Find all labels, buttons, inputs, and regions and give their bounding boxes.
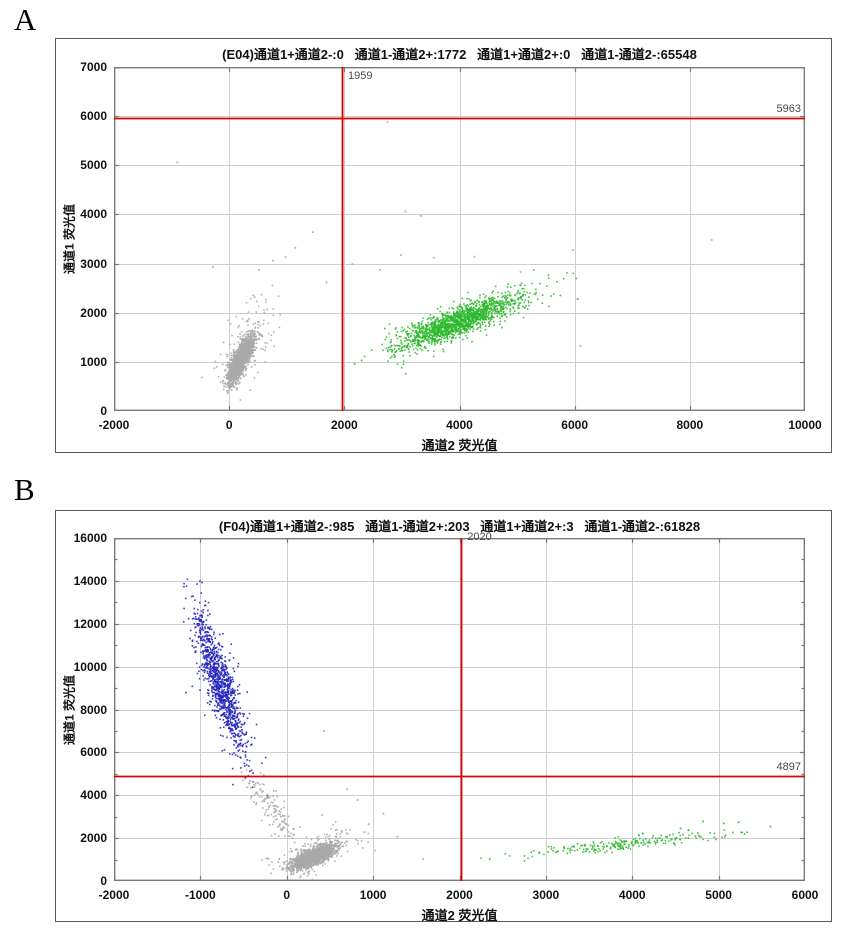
y-tick-label: 2000 <box>80 831 107 846</box>
crosshair-x-value: 1959 <box>347 70 373 82</box>
y-tick-label: 4000 <box>80 207 107 222</box>
y-tick-label: 6000 <box>80 745 107 760</box>
crosshair-y-value: 4897 <box>776 761 801 774</box>
y-tick-label: 3000 <box>80 256 107 271</box>
chart-panel-e04: (E04)通道1+通道2-:0 通道1-通道2+:1772 通道1+通道2+:0… <box>55 38 832 453</box>
x-tick-label: 2000 <box>330 418 358 432</box>
x-tick-label: 3000 <box>532 888 560 902</box>
x-tick-label: 5000 <box>705 888 732 902</box>
x-tick-label: -2000 <box>98 418 130 432</box>
y-tick-label: 7000 <box>80 60 107 74</box>
y-tick-label: 0 <box>100 404 107 418</box>
x-axis-title: 通道2 荧光值 <box>421 908 498 923</box>
crosshair-y-value: 5963 <box>776 102 801 115</box>
x-tick-label: 10000 <box>788 418 822 432</box>
x-tick-label: 0 <box>283 888 291 902</box>
y-tick-label: 2000 <box>80 305 107 320</box>
y-tick-label: 5000 <box>80 158 107 173</box>
scatter-plot-canvas <box>114 538 805 881</box>
chart-panel-f04: (F04)通道1+通道2-:985 通道1-通道2+:203 通道1+通道2+:… <box>55 510 832 923</box>
x-tick-label: 4000 <box>446 418 473 432</box>
x-tick-label: -1000 <box>185 888 216 902</box>
y-tick-label: 8000 <box>80 702 107 717</box>
y-tick-label: 16000 <box>73 531 107 545</box>
x-tick-label: 4000 <box>618 888 646 902</box>
figure-label-b: B <box>14 472 35 507</box>
y-tick-label: 6000 <box>80 109 107 124</box>
x-tick-label: 8000 <box>676 418 704 432</box>
x-tick-label: 2000 <box>446 888 473 902</box>
y-tick-label: 0 <box>100 874 107 888</box>
y-tick-label: 1000 <box>80 354 107 369</box>
y-tick-label: 4000 <box>80 788 107 803</box>
x-tick-label: 1000 <box>359 888 387 902</box>
scatter-plot-canvas <box>114 67 805 411</box>
x-tick-label: 6000 <box>561 418 588 432</box>
chart-title: (E04)通道1+通道2-:0 通道1-通道2+:1772 通道1+通道2+:0… <box>222 47 697 62</box>
x-tick-label: 6000 <box>791 888 819 902</box>
figure-label-a: A <box>14 2 37 37</box>
x-axis-title: 通道2 荧光值 <box>421 438 498 453</box>
y-tick-label: 12000 <box>73 616 107 631</box>
y-tick-label: 14000 <box>73 573 107 588</box>
chart-title: (F04)通道1+通道2-:985 通道1-通道2+:203 通道1+通道2+:… <box>218 519 701 534</box>
y-tick-label: 10000 <box>73 659 107 674</box>
x-tick-label: 0 <box>225 418 233 432</box>
crosshair-x-value: 2020 <box>467 531 492 543</box>
x-tick-label: -2000 <box>98 888 130 902</box>
